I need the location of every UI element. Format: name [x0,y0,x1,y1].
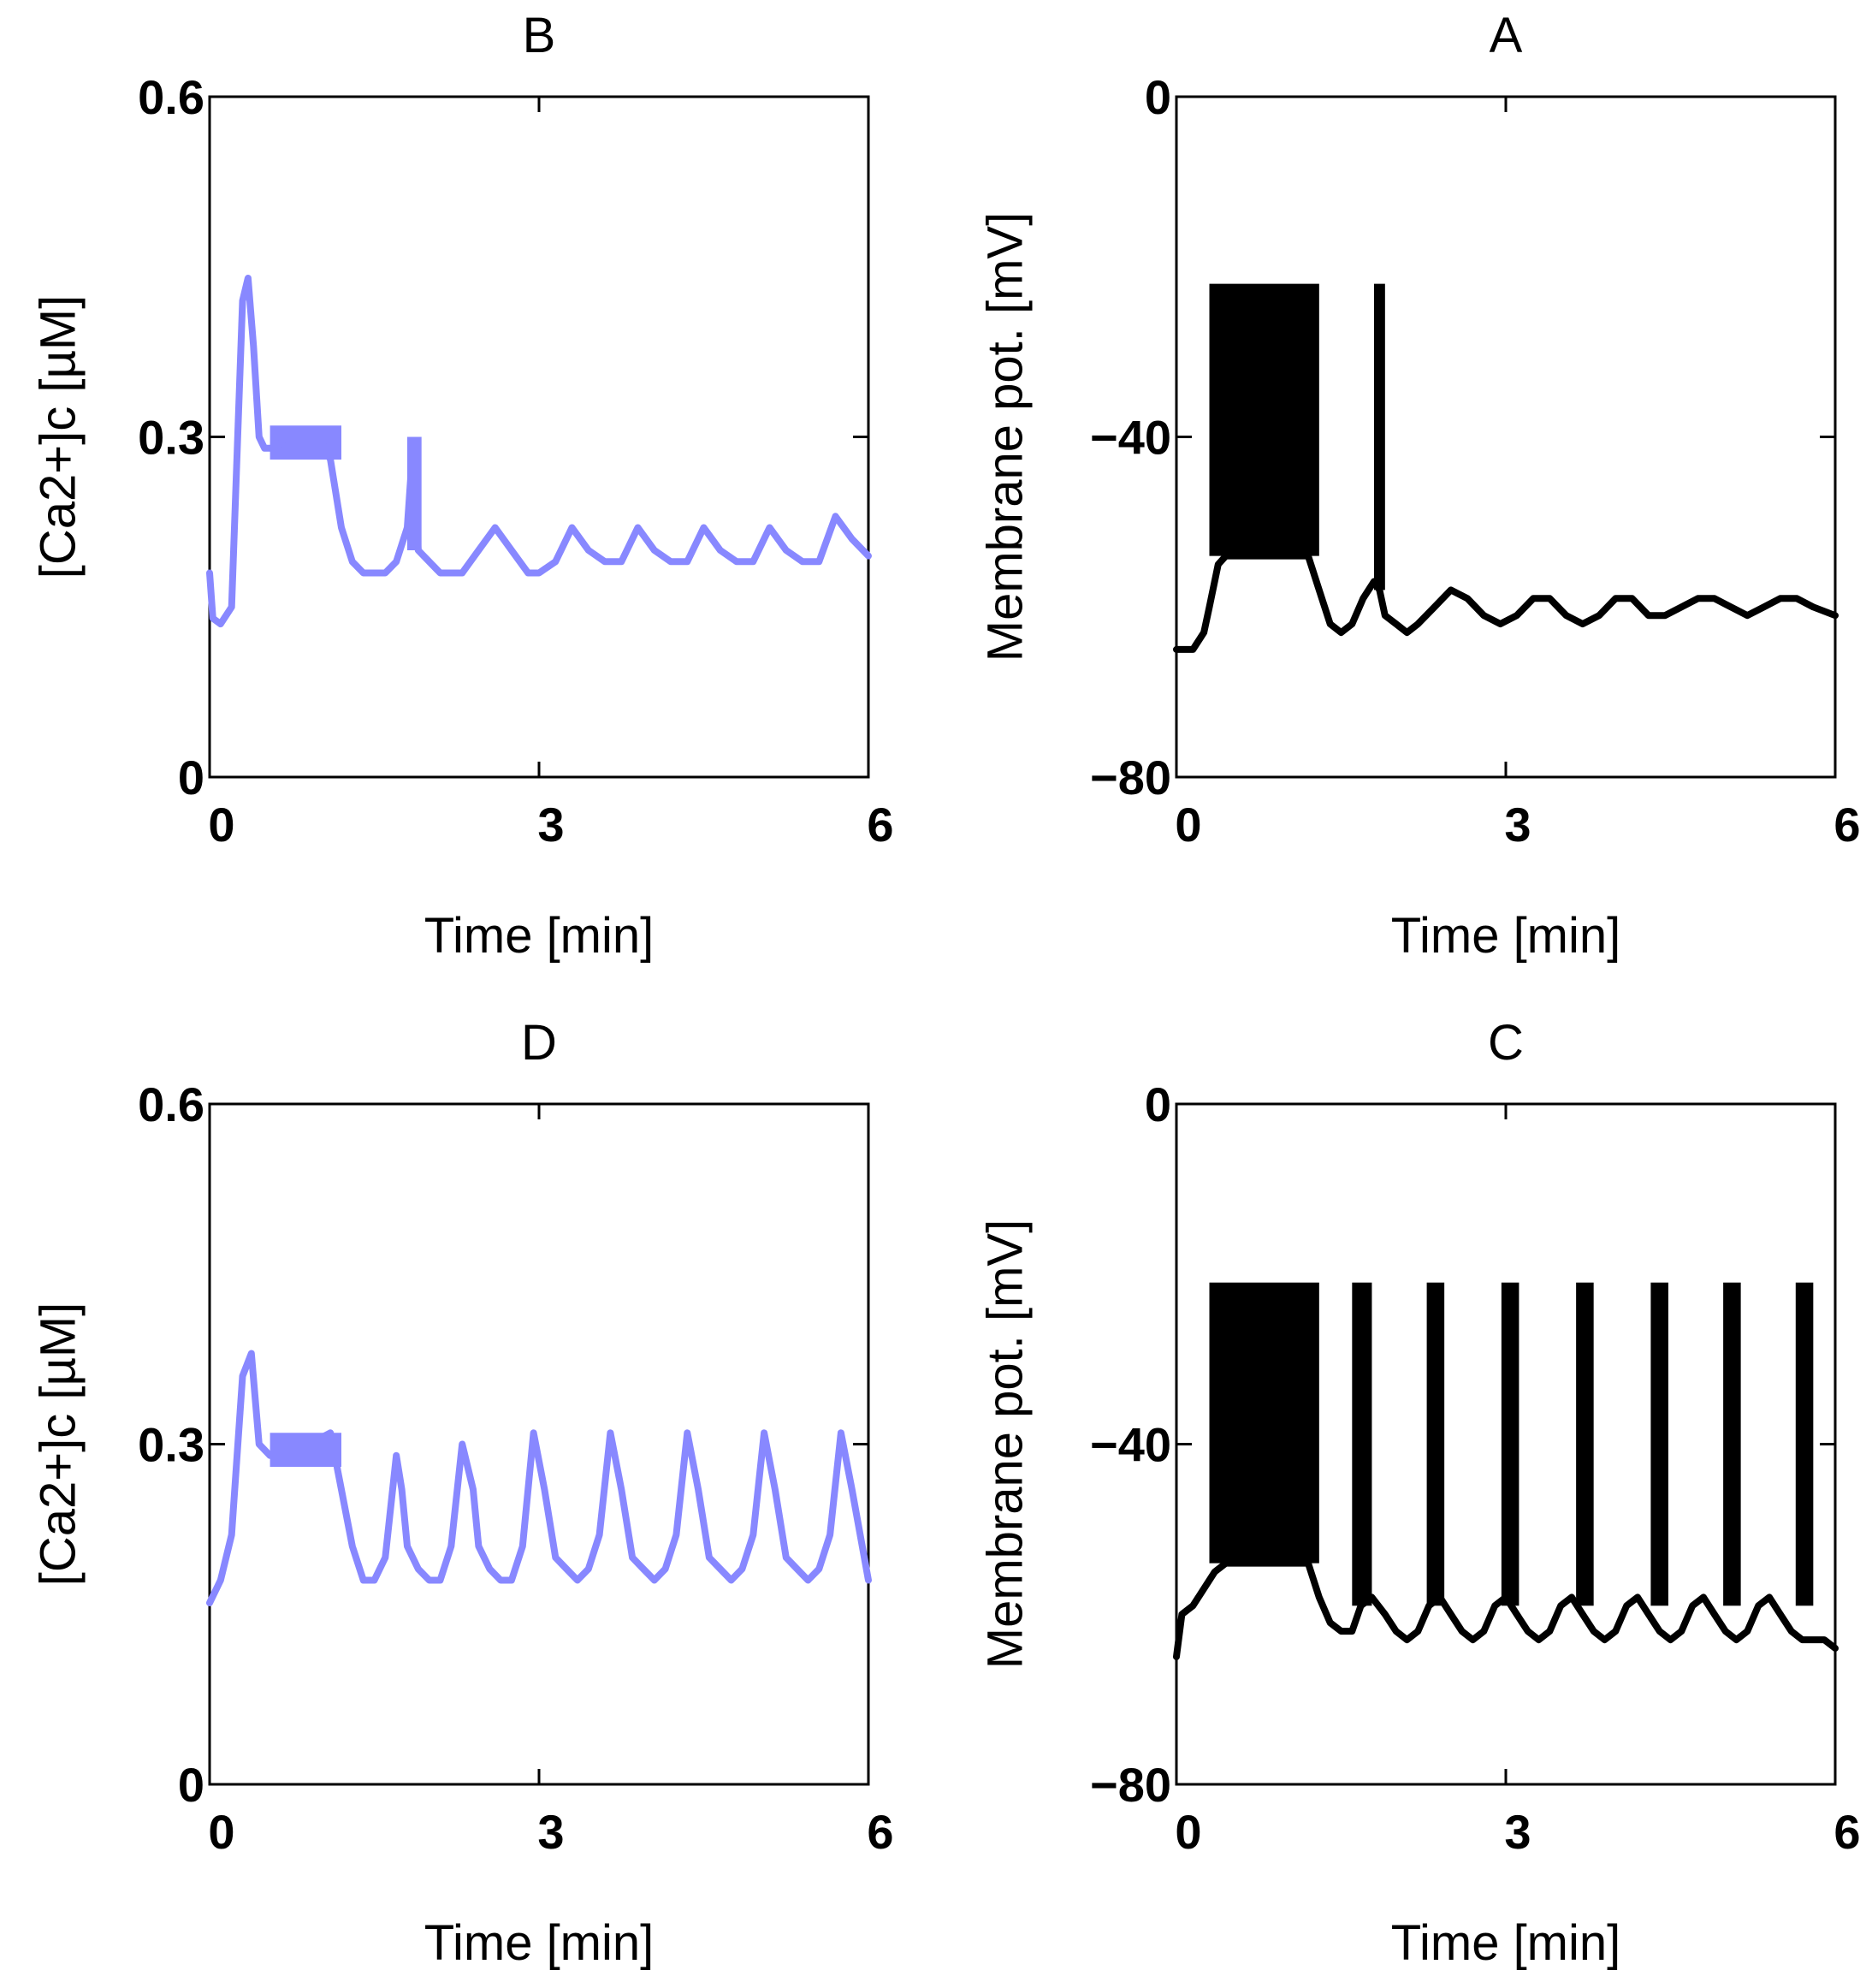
oscillation-band-c [1426,1282,1445,1606]
x-tick-label-a: 0 [1175,798,1201,852]
data-line-b [206,275,872,628]
x-axis-label-d: Time [min] [424,1915,655,1971]
x-tick-label-a: 6 [1833,798,1860,852]
panel-title-b: B [523,8,556,63]
x-tick-label-c: 0 [1175,1805,1201,1859]
y-axis-label-b: [Ca2+]c [µM] [31,295,86,579]
x-axis-label-c: Time [min] [1391,1915,1621,1971]
oscillation-band-a [1209,283,1319,556]
y-tick-label-b: 0.3 [138,411,204,465]
y-axis-label-a: Membrane pot. [mV] [978,212,1034,662]
y-tick-label-b: 0 [178,751,204,804]
oscillation-band-c [1795,1282,1814,1606]
x-tick-label-c: 3 [1504,1805,1531,1859]
x-tick-label-a: 3 [1504,798,1531,852]
oscillation-band-c [1576,1282,1594,1606]
oscillation-band-c [1209,1282,1319,1564]
data-line-d [206,1350,872,1606]
panel-title-c: C [1488,1015,1524,1071]
y-tick-label-a: −80 [1090,751,1171,804]
x-axis-label-b: Time [min] [424,908,655,964]
y-tick-label-a: −40 [1090,411,1171,465]
x-tick-label-d: 0 [208,1805,234,1859]
x-tick-label-b: 0 [208,798,234,852]
panel-title-d: D [521,1015,557,1071]
y-tick-label-c: −80 [1090,1758,1171,1812]
oscillation-band-c [1723,1282,1741,1606]
oscillation-band-c [1650,1282,1668,1606]
oscillation-band-a [1374,283,1385,590]
oscillation-band-c [1352,1282,1372,1606]
oscillation-band-c [1501,1282,1520,1606]
y-tick-label-c: −40 [1090,1418,1171,1472]
y-tick-label-d: 0 [178,1758,204,1812]
x-axis-label-a: Time [min] [1391,908,1621,964]
y-axis-label-d: [Ca2+]c [µM] [31,1303,86,1587]
x-tick-label-c: 6 [1833,1805,1860,1859]
x-tick-label-b: 6 [867,798,893,852]
y-tick-label-c: 0 [1145,1077,1171,1131]
data-line-a [1173,552,1839,653]
y-tick-label-b: 0.6 [138,70,204,124]
data-line-c [1173,1559,1839,1660]
y-tick-label-a: 0 [1145,70,1171,124]
y-tick-label-d: 0.3 [138,1418,204,1472]
panel-title-a: A [1490,8,1523,63]
y-tick-label-d: 0.6 [138,1077,204,1131]
y-axis-label-c: Membrane pot. [mV] [978,1220,1034,1669]
x-tick-label-d: 6 [867,1805,893,1859]
x-tick-label-d: 3 [537,1805,564,1859]
x-tick-label-b: 3 [537,798,564,852]
